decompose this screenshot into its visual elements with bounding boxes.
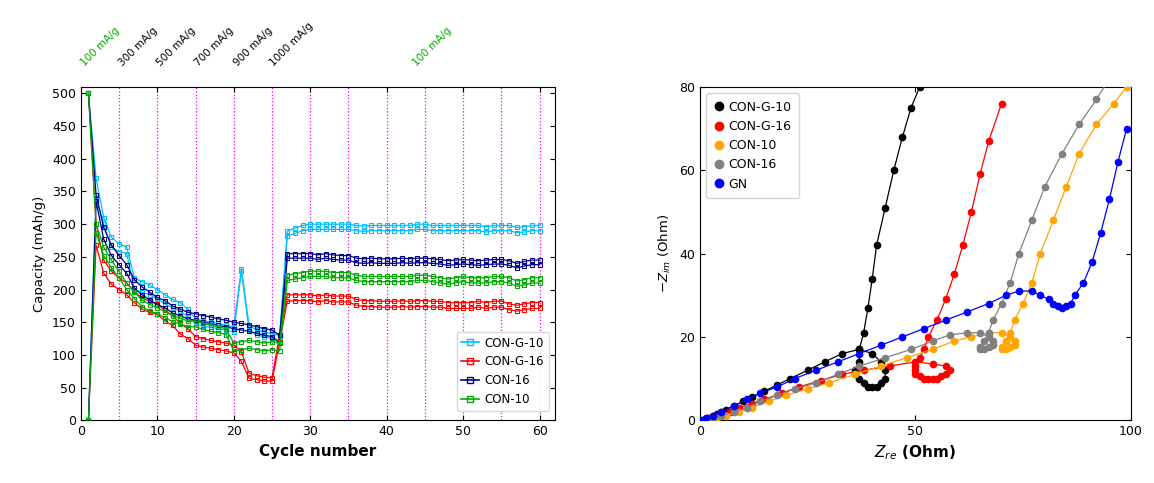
Text: 700 mA/g: 700 mA/g [194, 26, 235, 69]
X-axis label: $Z_{re}$ (Ohm): $Z_{re}$ (Ohm) [875, 443, 957, 462]
Text: 100 mA/g: 100 mA/g [78, 26, 121, 69]
Y-axis label: $-Z_{im}$ (Ohm): $-Z_{im}$ (Ohm) [658, 214, 674, 293]
Legend: CON-G-10, CON-G-16, CON-16, CON-10: CON-G-10, CON-G-16, CON-16, CON-10 [457, 332, 549, 411]
Legend: CON-G-10, CON-G-16, CON-10, CON-16, GN: CON-G-10, CON-G-16, CON-10, CON-16, GN [706, 93, 800, 198]
Text: 1000 mA/g: 1000 mA/g [268, 21, 315, 69]
Text: 300 mA/g: 300 mA/g [117, 26, 159, 69]
Text: 900 mA/g: 900 mA/g [232, 26, 275, 69]
Y-axis label: Capacity (mAh/g): Capacity (mAh/g) [33, 196, 46, 312]
Text: 100 mA/g: 100 mA/g [411, 26, 454, 69]
X-axis label: Cycle number: Cycle number [260, 443, 376, 459]
Text: 500 mA/g: 500 mA/g [155, 26, 197, 69]
